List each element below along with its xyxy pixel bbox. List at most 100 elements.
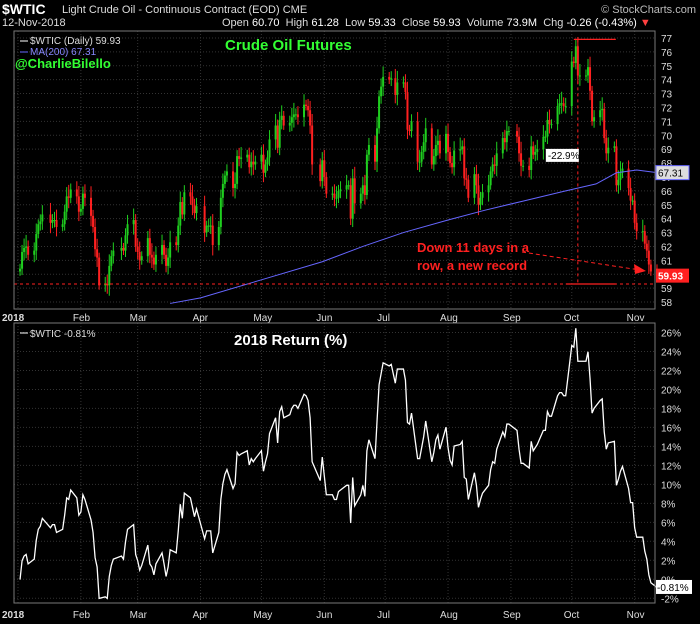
candle-body bbox=[209, 225, 212, 227]
candle-body bbox=[92, 215, 95, 227]
candle-body bbox=[39, 221, 42, 225]
panel-frames bbox=[13, 30, 656, 604]
return-y-tick-label: -2% bbox=[661, 594, 679, 605]
return-x-tick-label: Feb bbox=[73, 610, 91, 621]
candle-body bbox=[522, 165, 525, 167]
stockcharts-brand: © StockCharts.com bbox=[601, 4, 696, 16]
candle-body bbox=[459, 149, 462, 151]
candle-body bbox=[564, 106, 567, 108]
candle-body bbox=[353, 178, 356, 204]
price-y-tick-label: 68 bbox=[661, 159, 673, 170]
price-y-tick-label: 66 bbox=[661, 187, 673, 198]
candle-body bbox=[453, 150, 456, 168]
candle-body bbox=[434, 144, 437, 157]
candle-body bbox=[292, 114, 295, 118]
candle-body bbox=[570, 61, 573, 107]
candle-body bbox=[635, 222, 638, 232]
candle-body bbox=[424, 128, 427, 143]
candle-body bbox=[601, 108, 604, 111]
price-x-tick-label: Nov bbox=[627, 313, 645, 324]
candle-body bbox=[167, 257, 170, 266]
candle-body bbox=[108, 265, 111, 286]
candle-body bbox=[376, 128, 379, 162]
candle-body bbox=[345, 185, 348, 190]
return-y-tick-label: 26% bbox=[661, 328, 681, 339]
candle-body bbox=[501, 138, 504, 154]
return-y-tick-label: 18% bbox=[661, 404, 681, 415]
price-y-tick-label: 75 bbox=[661, 62, 673, 73]
candle-body bbox=[240, 157, 243, 159]
candle-body bbox=[361, 185, 364, 194]
candle-body bbox=[21, 252, 24, 269]
candle-body bbox=[75, 189, 78, 197]
candle-body bbox=[94, 226, 97, 250]
description-text: Light Crude Oil - Continuous Contract (E… bbox=[62, 4, 280, 16]
candle-body bbox=[234, 183, 237, 189]
candle-body bbox=[163, 245, 166, 255]
candle-body bbox=[148, 238, 151, 255]
price-x-tick-label: Mar bbox=[130, 313, 148, 324]
candle-body bbox=[560, 103, 563, 105]
candle-body bbox=[507, 131, 510, 133]
return-x-tick-label: Sep bbox=[503, 610, 521, 621]
candle-body bbox=[536, 149, 539, 152]
candle-body bbox=[77, 196, 80, 212]
candle-body bbox=[578, 75, 581, 77]
symbol: $WTIC bbox=[2, 1, 46, 17]
price-y-tick-label: 73 bbox=[661, 90, 673, 101]
price-x-tick-label: Sep bbox=[503, 313, 521, 324]
candle-body bbox=[246, 154, 249, 158]
drop-percent-label: -22.9% bbox=[548, 151, 580, 162]
candle-body bbox=[211, 225, 214, 246]
chart-header-row-1: $WTIC Light Crude Oil - Continuous Contr… bbox=[0, 1, 700, 17]
candle-body bbox=[631, 200, 634, 202]
return-y-tick-label: 4% bbox=[661, 537, 676, 548]
candle-body bbox=[181, 201, 184, 215]
candle-body bbox=[305, 104, 308, 107]
candle-body bbox=[260, 154, 263, 162]
candle-body bbox=[177, 225, 180, 246]
candle-body bbox=[35, 233, 38, 251]
return-legend-label: $WTIC -0.81% bbox=[30, 329, 96, 340]
price-panel-marks: -22.9% 59.93 67.31 bbox=[14, 36, 690, 304]
candle-body bbox=[619, 172, 622, 180]
return-y-tick-label: 12% bbox=[661, 461, 681, 472]
candle-body bbox=[290, 117, 293, 123]
candle-body bbox=[19, 268, 22, 272]
candle-body bbox=[106, 283, 109, 286]
candle-body bbox=[169, 242, 172, 258]
candle-body bbox=[219, 197, 222, 227]
return-panel-marks: -0.81% bbox=[19, 328, 692, 600]
candle-body bbox=[252, 161, 255, 165]
down-arrow-icon: ▼ bbox=[639, 17, 651, 29]
candle-body bbox=[574, 46, 577, 63]
close-label: Close bbox=[401, 17, 431, 29]
candle-body bbox=[406, 92, 409, 130]
candle-body bbox=[53, 220, 56, 222]
return-x-tick-label: Aug bbox=[440, 610, 458, 621]
candle-body bbox=[296, 114, 299, 118]
candle-body bbox=[530, 146, 533, 170]
price-y-tick-label: 64 bbox=[661, 215, 673, 226]
candle-body bbox=[179, 201, 182, 226]
candle-body bbox=[90, 197, 93, 216]
candle-body bbox=[436, 140, 439, 145]
candle-body bbox=[489, 171, 492, 186]
candle-body bbox=[67, 196, 70, 198]
return-x-tick-label: May bbox=[253, 610, 272, 621]
candle-body bbox=[487, 185, 490, 193]
candle-body bbox=[495, 153, 498, 166]
ohlc-summary: Open 60.70 High 61.28 Low 59.33 Close 59… bbox=[222, 17, 651, 29]
candle-body bbox=[323, 160, 326, 177]
quote-date: 12-Nov-2018 bbox=[2, 17, 66, 29]
candle-body bbox=[599, 110, 602, 118]
price-y-tick-label: 72 bbox=[661, 103, 673, 114]
return-y-tick-label: 6% bbox=[661, 518, 676, 529]
return-chart-title: 2018 Return (%) bbox=[234, 332, 347, 349]
return-y-tick-label: 10% bbox=[661, 480, 681, 491]
candle-body bbox=[584, 75, 587, 77]
candle-body bbox=[633, 200, 636, 223]
candle-body bbox=[367, 144, 370, 155]
price-y-tick-label: 58 bbox=[661, 298, 673, 309]
return-x-tick-label: Mar bbox=[130, 610, 148, 621]
